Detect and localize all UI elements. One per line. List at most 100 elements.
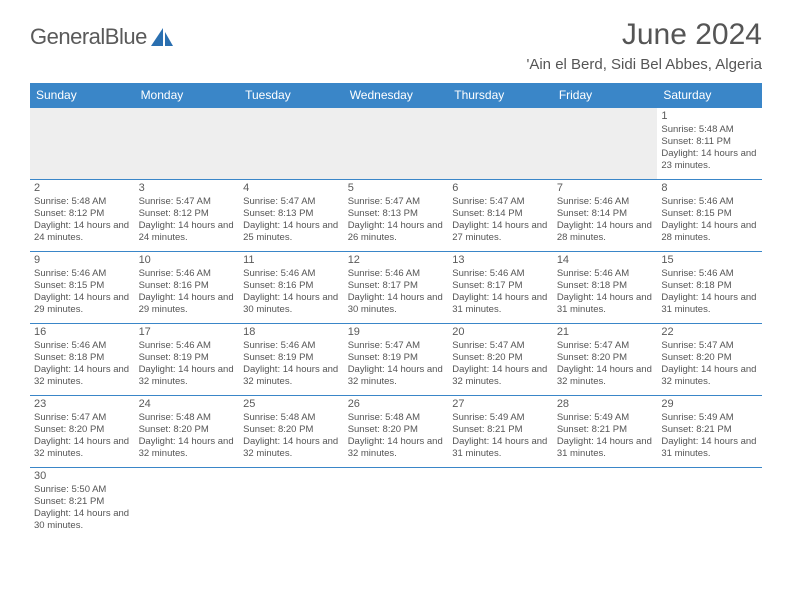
day-number: 5 bbox=[348, 181, 445, 195]
calendar-week: 30Sunrise: 5:50 AMSunset: 8:21 PMDayligh… bbox=[30, 468, 762, 540]
day-info: Sunrise: 5:46 AMSunset: 8:19 PMDaylight:… bbox=[243, 340, 340, 388]
day-info: Sunrise: 5:47 AMSunset: 8:14 PMDaylight:… bbox=[452, 196, 549, 244]
day-number: 25 bbox=[243, 397, 340, 411]
calendar-cell: 12Sunrise: 5:46 AMSunset: 8:17 PMDayligh… bbox=[344, 252, 449, 324]
calendar-cell bbox=[30, 108, 135, 180]
day-number: 1 bbox=[661, 109, 758, 123]
calendar-cell: 18Sunrise: 5:46 AMSunset: 8:19 PMDayligh… bbox=[239, 324, 344, 396]
day-number: 14 bbox=[557, 253, 654, 267]
title-block: June 2024 'Ain el Berd, Sidi Bel Abbes, … bbox=[526, 18, 762, 73]
day-info: Sunrise: 5:49 AMSunset: 8:21 PMDaylight:… bbox=[661, 412, 758, 460]
day-number: 12 bbox=[348, 253, 445, 267]
day-info: Sunrise: 5:47 AMSunset: 8:20 PMDaylight:… bbox=[557, 340, 654, 388]
calendar-cell bbox=[135, 108, 240, 180]
day-number: 24 bbox=[139, 397, 236, 411]
day-info: Sunrise: 5:46 AMSunset: 8:14 PMDaylight:… bbox=[557, 196, 654, 244]
day-info: Sunrise: 5:50 AMSunset: 8:21 PMDaylight:… bbox=[34, 484, 131, 532]
day-info: Sunrise: 5:48 AMSunset: 8:11 PMDaylight:… bbox=[661, 124, 758, 172]
calendar-week: 9Sunrise: 5:46 AMSunset: 8:15 PMDaylight… bbox=[30, 252, 762, 324]
calendar-cell: 26Sunrise: 5:48 AMSunset: 8:20 PMDayligh… bbox=[344, 396, 449, 468]
day-number: 30 bbox=[34, 469, 131, 483]
day-info: Sunrise: 5:46 AMSunset: 8:18 PMDaylight:… bbox=[34, 340, 131, 388]
day-number: 18 bbox=[243, 325, 340, 339]
day-info: Sunrise: 5:46 AMSunset: 8:18 PMDaylight:… bbox=[661, 268, 758, 316]
calendar-cell: 3Sunrise: 5:47 AMSunset: 8:12 PMDaylight… bbox=[135, 180, 240, 252]
weekday-header: Friday bbox=[553, 83, 658, 108]
calendar-cell: 7Sunrise: 5:46 AMSunset: 8:14 PMDaylight… bbox=[553, 180, 658, 252]
brand-logo: GeneralBlue bbox=[30, 24, 175, 50]
day-number: 9 bbox=[34, 253, 131, 267]
calendar-cell: 15Sunrise: 5:46 AMSunset: 8:18 PMDayligh… bbox=[657, 252, 762, 324]
weekday-header: Wednesday bbox=[344, 83, 449, 108]
calendar-cell bbox=[344, 108, 449, 180]
day-info: Sunrise: 5:46 AMSunset: 8:17 PMDaylight:… bbox=[452, 268, 549, 316]
day-info: Sunrise: 5:46 AMSunset: 8:15 PMDaylight:… bbox=[34, 268, 131, 316]
day-info: Sunrise: 5:47 AMSunset: 8:20 PMDaylight:… bbox=[34, 412, 131, 460]
day-info: Sunrise: 5:47 AMSunset: 8:13 PMDaylight:… bbox=[348, 196, 445, 244]
calendar-cell: 11Sunrise: 5:46 AMSunset: 8:16 PMDayligh… bbox=[239, 252, 344, 324]
calendar-cell: 23Sunrise: 5:47 AMSunset: 8:20 PMDayligh… bbox=[30, 396, 135, 468]
calendar-cell bbox=[448, 468, 553, 540]
day-number: 20 bbox=[452, 325, 549, 339]
brand-part2: Blue bbox=[105, 24, 147, 49]
day-number: 3 bbox=[139, 181, 236, 195]
calendar-cell: 1Sunrise: 5:48 AMSunset: 8:11 PMDaylight… bbox=[657, 108, 762, 180]
calendar-cell bbox=[657, 468, 762, 540]
day-number: 4 bbox=[243, 181, 340, 195]
calendar-cell: 8Sunrise: 5:46 AMSunset: 8:15 PMDaylight… bbox=[657, 180, 762, 252]
calendar-cell bbox=[239, 108, 344, 180]
calendar-cell: 19Sunrise: 5:47 AMSunset: 8:19 PMDayligh… bbox=[344, 324, 449, 396]
calendar-week: 1Sunrise: 5:48 AMSunset: 8:11 PMDaylight… bbox=[30, 108, 762, 180]
day-number: 13 bbox=[452, 253, 549, 267]
calendar-table: SundayMondayTuesdayWednesdayThursdayFrid… bbox=[30, 83, 762, 540]
day-info: Sunrise: 5:48 AMSunset: 8:20 PMDaylight:… bbox=[139, 412, 236, 460]
calendar-cell bbox=[553, 468, 658, 540]
calendar-cell: 14Sunrise: 5:46 AMSunset: 8:18 PMDayligh… bbox=[553, 252, 658, 324]
day-info: Sunrise: 5:46 AMSunset: 8:16 PMDaylight:… bbox=[243, 268, 340, 316]
calendar-week: 23Sunrise: 5:47 AMSunset: 8:20 PMDayligh… bbox=[30, 396, 762, 468]
calendar-header: SundayMondayTuesdayWednesdayThursdayFrid… bbox=[30, 83, 762, 108]
page-title: June 2024 bbox=[526, 18, 762, 52]
day-number: 11 bbox=[243, 253, 340, 267]
calendar-body: 1Sunrise: 5:48 AMSunset: 8:11 PMDaylight… bbox=[30, 108, 762, 540]
day-info: Sunrise: 5:47 AMSunset: 8:12 PMDaylight:… bbox=[139, 196, 236, 244]
calendar-cell: 10Sunrise: 5:46 AMSunset: 8:16 PMDayligh… bbox=[135, 252, 240, 324]
calendar-cell bbox=[553, 108, 658, 180]
brand-name: GeneralBlue bbox=[30, 24, 147, 50]
weekday-header: Saturday bbox=[657, 83, 762, 108]
day-info: Sunrise: 5:47 AMSunset: 8:20 PMDaylight:… bbox=[661, 340, 758, 388]
calendar-cell: 6Sunrise: 5:47 AMSunset: 8:14 PMDaylight… bbox=[448, 180, 553, 252]
calendar-cell bbox=[239, 468, 344, 540]
weekday-header: Monday bbox=[135, 83, 240, 108]
location-text: 'Ain el Berd, Sidi Bel Abbes, Algeria bbox=[526, 56, 762, 73]
sail-icon bbox=[149, 26, 175, 48]
calendar-cell: 9Sunrise: 5:46 AMSunset: 8:15 PMDaylight… bbox=[30, 252, 135, 324]
calendar-cell: 22Sunrise: 5:47 AMSunset: 8:20 PMDayligh… bbox=[657, 324, 762, 396]
calendar-cell: 25Sunrise: 5:48 AMSunset: 8:20 PMDayligh… bbox=[239, 396, 344, 468]
day-number: 15 bbox=[661, 253, 758, 267]
day-number: 26 bbox=[348, 397, 445, 411]
calendar-cell: 29Sunrise: 5:49 AMSunset: 8:21 PMDayligh… bbox=[657, 396, 762, 468]
calendar-cell: 20Sunrise: 5:47 AMSunset: 8:20 PMDayligh… bbox=[448, 324, 553, 396]
weekday-header: Sunday bbox=[30, 83, 135, 108]
day-number: 27 bbox=[452, 397, 549, 411]
brand-part1: General bbox=[30, 24, 105, 49]
weekday-header: Thursday bbox=[448, 83, 553, 108]
day-number: 22 bbox=[661, 325, 758, 339]
calendar-cell: 30Sunrise: 5:50 AMSunset: 8:21 PMDayligh… bbox=[30, 468, 135, 540]
day-info: Sunrise: 5:46 AMSunset: 8:18 PMDaylight:… bbox=[557, 268, 654, 316]
calendar-cell bbox=[344, 468, 449, 540]
day-number: 7 bbox=[557, 181, 654, 195]
day-info: Sunrise: 5:46 AMSunset: 8:15 PMDaylight:… bbox=[661, 196, 758, 244]
calendar-cell: 17Sunrise: 5:46 AMSunset: 8:19 PMDayligh… bbox=[135, 324, 240, 396]
header: GeneralBlue June 2024 'Ain el Berd, Sidi… bbox=[30, 18, 762, 73]
calendar-week: 16Sunrise: 5:46 AMSunset: 8:18 PMDayligh… bbox=[30, 324, 762, 396]
day-info: Sunrise: 5:47 AMSunset: 8:13 PMDaylight:… bbox=[243, 196, 340, 244]
day-number: 10 bbox=[139, 253, 236, 267]
day-info: Sunrise: 5:48 AMSunset: 8:20 PMDaylight:… bbox=[348, 412, 445, 460]
calendar-cell: 16Sunrise: 5:46 AMSunset: 8:18 PMDayligh… bbox=[30, 324, 135, 396]
day-info: Sunrise: 5:46 AMSunset: 8:16 PMDaylight:… bbox=[139, 268, 236, 316]
calendar-cell: 27Sunrise: 5:49 AMSunset: 8:21 PMDayligh… bbox=[448, 396, 553, 468]
calendar-cell: 4Sunrise: 5:47 AMSunset: 8:13 PMDaylight… bbox=[239, 180, 344, 252]
day-number: 17 bbox=[139, 325, 236, 339]
